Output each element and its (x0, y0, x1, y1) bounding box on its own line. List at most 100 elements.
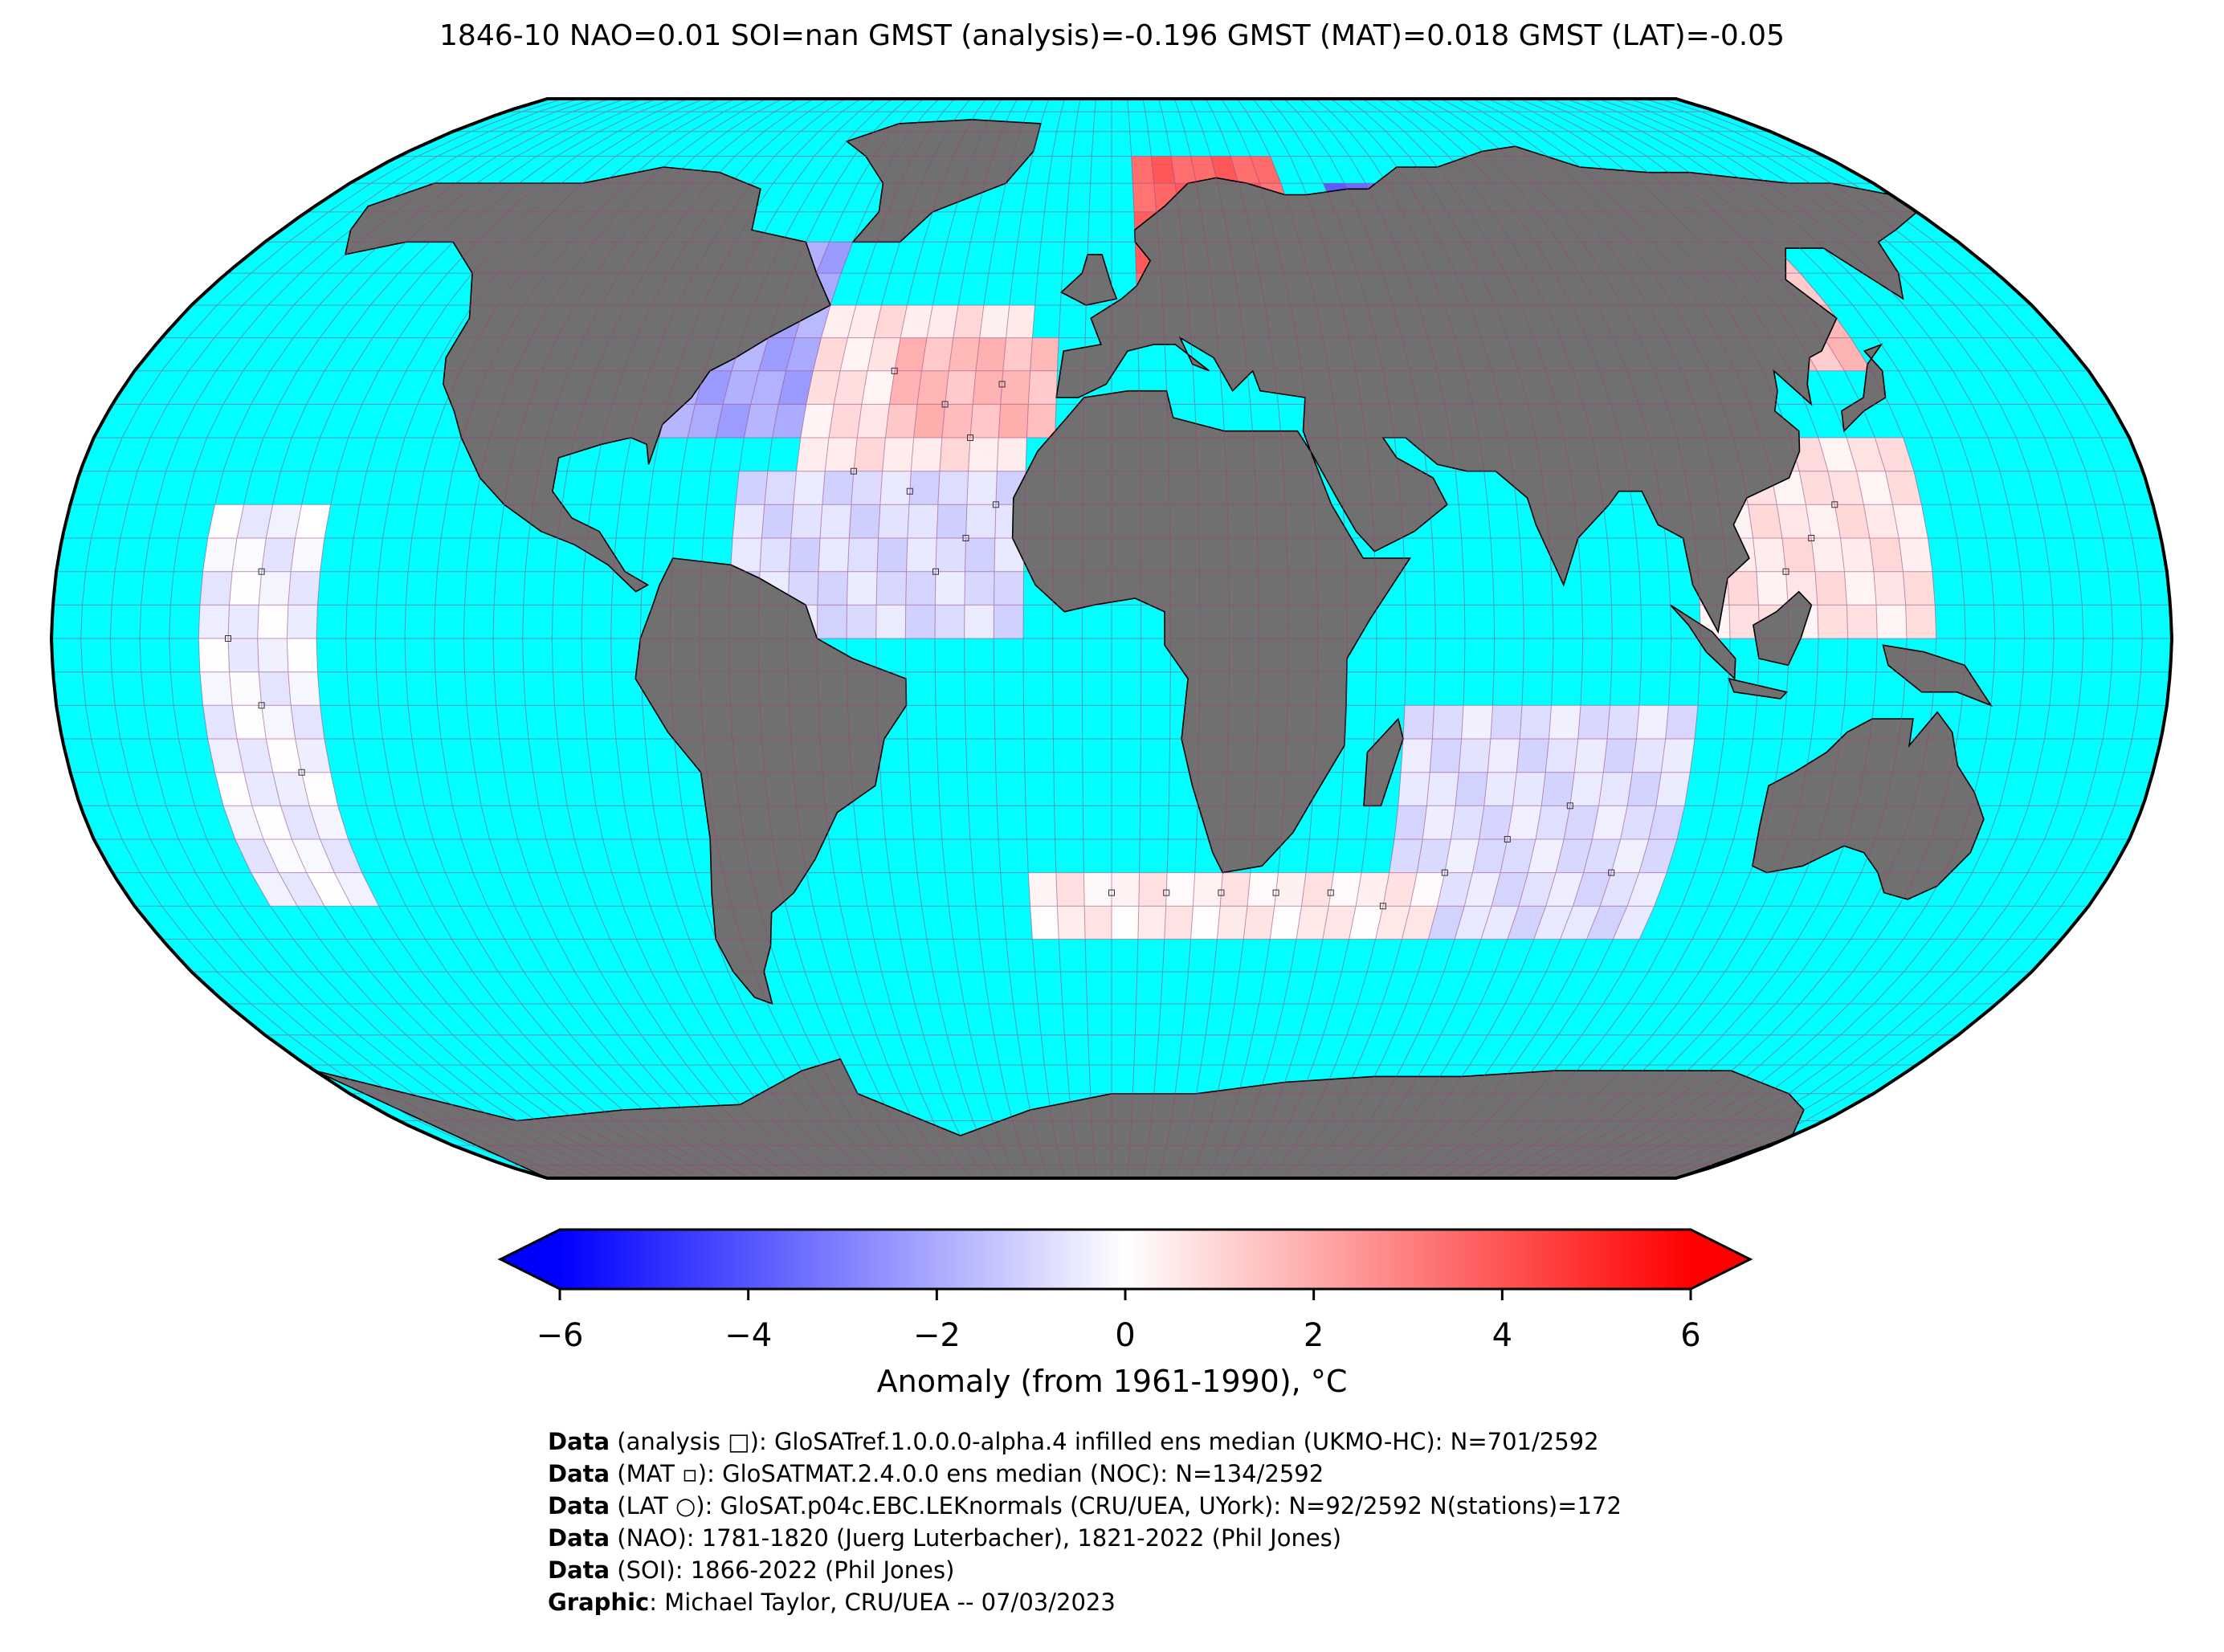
observation-marker (906, 487, 913, 495)
anomaly-cell (1592, 806, 1628, 839)
anomaly-cell (1026, 404, 1056, 438)
land-polygon (1753, 590, 1813, 667)
anomaly-cell (1084, 906, 1112, 940)
anomaly-cell (716, 404, 751, 438)
anomaly-cell (1869, 538, 1904, 572)
anomaly-cell (295, 504, 331, 538)
anomaly-cell (913, 404, 945, 438)
anomaly-cell (1190, 906, 1221, 940)
anomaly-cell (882, 438, 914, 471)
anomaly-cell (907, 504, 938, 538)
anomaly-cell (1455, 772, 1488, 806)
anomaly-cell (1250, 156, 1281, 184)
anomaly-cell (1885, 471, 1922, 505)
anomaly-cell (1564, 806, 1599, 839)
credit-line: Data (NAO): 1781-1820 (Juerg Luterbacher… (548, 1522, 1622, 1554)
anomaly-cell (1270, 906, 1302, 940)
observation-marker (1441, 869, 1448, 876)
colorbar-tick-label: 0 (1115, 1317, 1136, 1354)
anomaly-cell (1403, 705, 1434, 739)
anomaly-cell (874, 305, 908, 338)
anomaly-cell (1598, 772, 1633, 806)
anomaly-cell (309, 806, 349, 839)
anomaly-cell (1243, 906, 1275, 940)
anomaly-cell (1811, 538, 1845, 572)
anomaly-cell (235, 839, 279, 873)
anomaly-cell (829, 404, 862, 438)
colorbar-tick-label: 6 (1680, 1317, 1701, 1354)
observation-marker (992, 501, 999, 508)
anomaly-cell (1856, 471, 1893, 505)
anomaly-cell (1577, 705, 1610, 739)
anomaly-cell (1132, 183, 1157, 212)
observation-marker (932, 568, 939, 575)
anomaly-cell (1479, 806, 1513, 839)
anomaly-cell (976, 337, 1006, 371)
observation-marker (850, 467, 857, 475)
anomaly-cell (1006, 305, 1035, 338)
anomaly-cell (229, 671, 262, 706)
anomaly-cell (997, 438, 1027, 471)
anomaly-cell (788, 571, 818, 606)
anomaly-cell (1520, 705, 1552, 739)
anomaly-cell (1512, 772, 1546, 806)
anomaly-cell (280, 806, 320, 839)
map-title: 1846-10 NAO=0.01 SOI=nan GMST (analysis)… (439, 19, 1785, 52)
anomaly-cell (1030, 906, 1059, 940)
anomaly-cell (1655, 772, 1691, 806)
anomaly-cell (1815, 571, 1847, 606)
colorbar-gradient (560, 1230, 1691, 1289)
anomaly-cell (287, 605, 318, 638)
anomaly-cell (941, 404, 973, 438)
anomaly-cell (1164, 906, 1194, 940)
anomaly-cell (688, 404, 724, 438)
anomaly-cell (908, 471, 940, 505)
anomaly-cell (821, 305, 856, 338)
anomaly-cell (1661, 739, 1695, 773)
anomaly-cell (939, 438, 970, 471)
observation-marker (258, 702, 265, 709)
anomaly-cell (760, 538, 791, 572)
anomaly-cell (790, 504, 822, 538)
anomaly-cell (949, 337, 980, 371)
anomaly-cell (906, 538, 937, 572)
anomaly-cell (847, 605, 877, 638)
anomaly-cell (1402, 906, 1438, 940)
anomaly-cell (1777, 504, 1812, 538)
anomaly-cell (1410, 872, 1445, 907)
anomaly-cell (1401, 739, 1433, 773)
credit-line: Graphic: Michael Taylor, CRU/UEA -- 07/0… (548, 1586, 1622, 1618)
anomaly-cell (198, 638, 230, 672)
anomaly-cell (1556, 839, 1593, 873)
anomaly-cell (1541, 772, 1575, 806)
anomaly-cell (1382, 872, 1418, 907)
anomaly-cell (1356, 872, 1389, 907)
anomaly-cell (1847, 438, 1886, 471)
anomaly-cell (1301, 872, 1334, 907)
anomaly-cell (723, 370, 759, 405)
anomaly-cell (1611, 839, 1649, 873)
anomaly-cell (1461, 705, 1493, 739)
anomaly-cell (968, 438, 999, 471)
observation-marker (1163, 889, 1170, 896)
anomaly-cell (1112, 872, 1140, 907)
anomaly-cell (1151, 156, 1175, 184)
credit-text: (LAT ○): GloSAT.p04c.EBC.LEKnormals (CRU… (610, 1492, 1622, 1519)
observation-marker (1608, 869, 1615, 876)
anomaly-cell (202, 705, 237, 739)
anomaly-cell (822, 471, 854, 505)
anomaly-cell (223, 806, 263, 839)
anomaly-cell (1057, 906, 1086, 940)
credit-text: (MAT ▫): GloSATMAT.2.4.0.0 ens median (N… (610, 1460, 1324, 1487)
anomaly-cell (1322, 906, 1357, 940)
observation-marker (998, 381, 1006, 388)
anomaly-cell (1507, 906, 1546, 940)
anomaly-cell (877, 538, 908, 572)
anomaly-cell (1112, 906, 1139, 940)
anomaly-cell (1430, 739, 1462, 773)
credit-text: (NAO): 1781-1820 (Juerg Luterbacher), 18… (610, 1524, 1342, 1552)
anomaly-cell (1002, 337, 1033, 371)
credit-label: Data (548, 1556, 610, 1584)
anomaly-cell (214, 772, 252, 806)
anomaly-cell (259, 571, 292, 606)
